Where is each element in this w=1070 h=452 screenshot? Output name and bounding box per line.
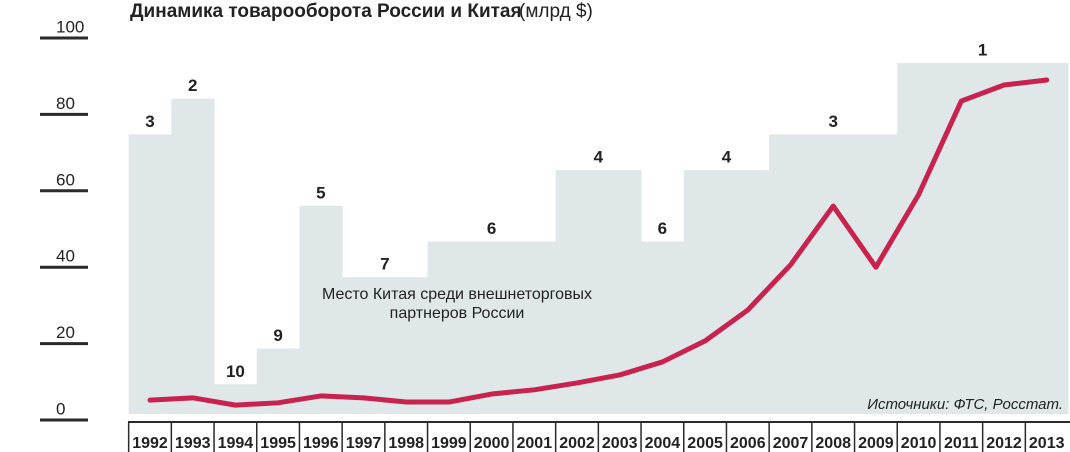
chart-unit: (млрд $): [519, 1, 593, 22]
rank-step: [769, 134, 813, 414]
rank-label: 4: [594, 148, 604, 167]
rank-step: [897, 62, 941, 414]
rank-step: [342, 277, 386, 414]
rank-step: [171, 98, 215, 414]
x-tick-label: 2004: [645, 435, 681, 452]
x-tick-label: 1996: [303, 435, 339, 452]
x-tick-label: 1997: [346, 435, 382, 452]
rank-label: 9: [273, 326, 282, 345]
x-tick-label: 1992: [132, 435, 168, 452]
x-tick-label: 2007: [773, 435, 809, 452]
x-tick-label: 2013: [1029, 435, 1065, 452]
x-tick-label: 2001: [517, 435, 553, 452]
annotation: партнеров России: [390, 305, 525, 322]
x-tick-label: 2010: [901, 435, 937, 452]
x-tick-label: 2006: [730, 435, 766, 452]
source: Источники: ФТС, Росстат.: [867, 396, 1063, 413]
y-tick-label: 0: [56, 399, 65, 418]
x-tick-label: 2002: [559, 435, 595, 452]
rank-step: [128, 134, 172, 414]
trade-line: [147, 77, 1050, 408]
rank-label: 3: [145, 112, 154, 131]
rank-step: [427, 241, 471, 414]
x-tick-label: 2003: [602, 435, 638, 452]
chart-title: Динамика товарооборота России и Китая: [130, 1, 522, 22]
rank-step: [982, 62, 1026, 414]
rank-step: [939, 62, 984, 414]
rank-step: [555, 170, 599, 414]
y-tick-label: 100: [56, 17, 84, 36]
y-tick-label: 20: [56, 323, 75, 342]
x-tick-label: 1995: [260, 435, 296, 452]
x-tick-label: 2008: [815, 435, 851, 452]
rank-step: [683, 170, 727, 414]
rank-label: 6: [658, 219, 667, 238]
rank-step: [811, 134, 856, 414]
rank-label: 6: [487, 219, 496, 238]
x-tick-label: 2005: [687, 435, 723, 452]
x-tick-label: 1993: [175, 435, 211, 452]
rank-label: 4: [722, 148, 732, 167]
rank-step: [299, 205, 343, 414]
x-tick-label: 2011: [944, 435, 979, 452]
y-tick-label: 40: [56, 247, 75, 266]
x-tick-label: 1998: [388, 435, 424, 452]
rank-step: [470, 241, 514, 414]
rank-label: 2: [188, 76, 197, 95]
x-tick-label: 2009: [858, 435, 894, 452]
rank-label: 5: [316, 183, 325, 202]
rank-step: [1025, 62, 1069, 414]
rank-label: 10: [226, 362, 245, 381]
y-tick-label: 80: [56, 94, 75, 113]
rank-step: [384, 277, 429, 414]
x-tick-label: 1994: [218, 435, 254, 452]
x-tick-label: 2000: [474, 435, 510, 452]
annotation: Место Китая среди внешнеторговых: [322, 286, 592, 303]
x-tick-label: 1999: [431, 435, 467, 452]
y-tick-label: 60: [56, 170, 75, 189]
rank-label: 1: [978, 40, 987, 59]
x-tick-label: 2012: [986, 435, 1022, 452]
rank-step: [641, 241, 685, 414]
rank-label: 7: [380, 255, 389, 274]
rank-step: [214, 384, 258, 414]
rank-step: [854, 134, 898, 414]
rank-label: 3: [828, 112, 837, 131]
